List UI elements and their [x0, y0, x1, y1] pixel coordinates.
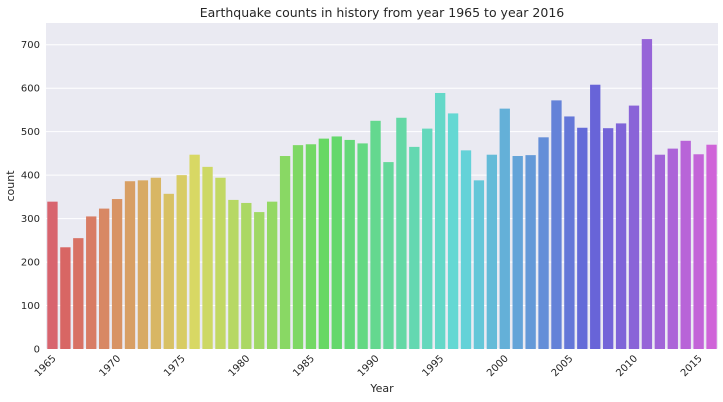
chart-title: Earthquake counts in history from year 1… [200, 5, 565, 20]
x-tick-label: 1965 [33, 353, 59, 379]
bar-1994 [422, 128, 433, 349]
x-tick-label: 1985 [291, 353, 317, 379]
y-tick-label: 300 [21, 214, 40, 225]
bar-1989 [357, 143, 368, 349]
y-tick-label: 0 [34, 345, 40, 356]
bar-2016 [706, 144, 717, 349]
x-tick-label: 1980 [227, 353, 253, 379]
y-tick-label: 100 [21, 301, 40, 312]
y-tick-label: 200 [21, 258, 40, 269]
bar-1976 [189, 154, 200, 349]
x-tick-label: 2015 [679, 353, 705, 379]
x-tick-label: 1990 [356, 353, 382, 379]
bar-2002 [525, 155, 536, 349]
bar-2011 [641, 39, 653, 349]
bar-1974 [163, 193, 174, 349]
y-tick-label: 400 [21, 171, 40, 182]
bar-1982 [266, 201, 278, 349]
bar-1978 [215, 177, 226, 349]
bar-1973 [150, 177, 162, 349]
bar-1987 [331, 136, 342, 349]
bar-1996 [447, 113, 459, 349]
bar-1991 [383, 162, 394, 349]
bar-2013 [667, 148, 678, 349]
bar-1992 [396, 117, 407, 349]
bar-2003 [538, 137, 549, 349]
bar-1981 [254, 212, 265, 349]
bar-1988 [344, 139, 355, 349]
x-tick-label: 1995 [420, 353, 446, 379]
bar-1998 [473, 180, 485, 349]
bar-1968 [86, 216, 97, 349]
x-axis-label: Year [369, 382, 394, 395]
bar-1999 [486, 154, 498, 349]
bar-2001 [512, 156, 523, 349]
bar-2004 [551, 100, 562, 350]
bar-2014 [680, 140, 691, 349]
x-tick-label: 2010 [614, 353, 640, 379]
x-tick-label: 2005 [550, 353, 576, 379]
bar-2000 [499, 108, 510, 349]
y-tick-label: 700 [21, 40, 40, 51]
bar-1965 [47, 201, 58, 349]
bar-2015 [693, 154, 704, 349]
bars [47, 39, 717, 350]
bar-1977 [202, 166, 213, 349]
bar-2012 [654, 154, 666, 349]
y-tick-label: 600 [21, 84, 40, 95]
bar-2010 [628, 105, 640, 349]
bar-1971 [124, 181, 136, 349]
bar-1975 [176, 175, 187, 349]
bar-1997 [460, 150, 472, 349]
bar-1979 [228, 199, 239, 349]
bar-1990 [370, 120, 381, 349]
x-tick-label: 2000 [485, 353, 511, 379]
y-tick-labels: 0 100 200 300 400 500 600 700 [21, 40, 40, 355]
bar-1986 [318, 138, 330, 349]
bar-1969 [98, 208, 110, 349]
x-tick-labels: 1965 1970 1975 1980 1985 1990 1995 2000 2005 2010… [33, 353, 705, 379]
bar-1984 [292, 145, 304, 349]
bar-1972 [137, 180, 149, 349]
bar-2008 [602, 128, 614, 349]
x-tick-label: 1975 [162, 353, 188, 379]
bar-1980 [241, 202, 252, 349]
x-tick-label: 1970 [97, 353, 123, 379]
bar-1983 [279, 156, 291, 349]
bar-2006 [577, 127, 588, 349]
bar-1985 [305, 144, 317, 349]
bar-1970 [111, 199, 123, 349]
y-tick-label: 500 [21, 127, 40, 138]
bar-2007 [590, 84, 601, 349]
bar-1995 [434, 92, 446, 349]
bar-2005 [564, 116, 575, 349]
bar-1966 [60, 247, 71, 349]
y-axis-label: count [4, 170, 17, 202]
bar-2009 [615, 123, 627, 349]
bar-1967 [73, 238, 84, 349]
bar-1993 [409, 146, 420, 349]
